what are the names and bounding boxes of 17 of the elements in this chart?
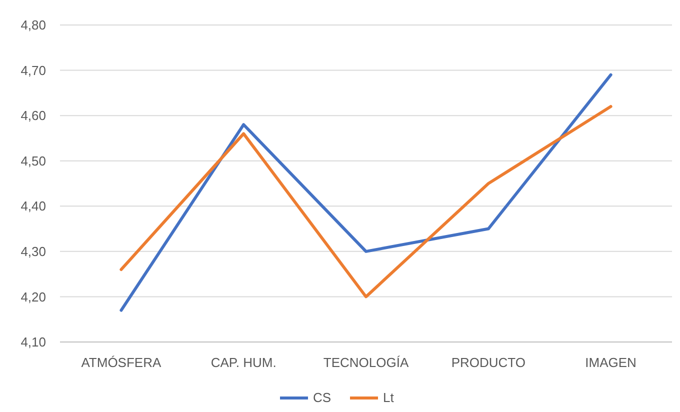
line-series xyxy=(120,105,612,298)
x-tick-label: PRODUCTO xyxy=(451,355,526,370)
y-tick-label: 4,60 xyxy=(20,108,46,124)
y-tick-label: 4,80 xyxy=(20,18,46,33)
y-tick-label: 4,20 xyxy=(20,289,46,304)
line-series xyxy=(120,73,612,312)
x-tick-label: IMAGEN xyxy=(585,355,636,370)
x-tick-label: CAP. HUM. xyxy=(210,355,276,370)
y-tick-label: 4,40 xyxy=(20,198,46,214)
x-tick-label: ATMÓSFERA xyxy=(81,355,162,370)
x-tick-label: TECNOLOGÍA xyxy=(323,355,409,370)
legend-label: Lt xyxy=(383,390,394,405)
y-tick-label: 4,30 xyxy=(20,244,46,259)
y-tick-label: 4,70 xyxy=(20,62,46,78)
legend-label: CS xyxy=(313,390,332,405)
y-tick-label: 4,50 xyxy=(20,153,46,168)
y-tick-label: 4,10 xyxy=(20,334,46,350)
